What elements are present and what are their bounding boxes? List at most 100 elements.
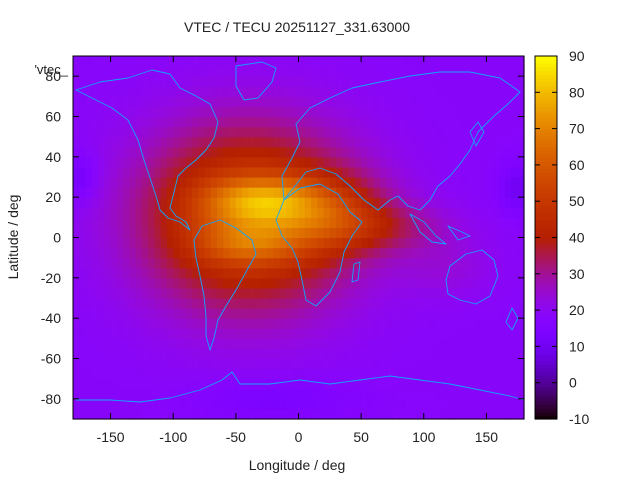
heatmap-cell bbox=[179, 166, 187, 178]
heatmap-cell bbox=[91, 116, 99, 128]
heatmap-cell bbox=[354, 197, 362, 208]
heatmap-cell bbox=[392, 257, 400, 269]
heatmap-cell bbox=[486, 287, 494, 299]
heatmap-cell bbox=[91, 298, 99, 309]
coast-antarctica bbox=[76, 371, 525, 403]
heatmap-cell bbox=[480, 227, 488, 239]
colorbar-swatch bbox=[535, 81, 557, 86]
heatmap-cell bbox=[79, 66, 87, 77]
heatmap-cell bbox=[473, 106, 481, 118]
heatmap-cell bbox=[235, 368, 243, 380]
heatmap-cell bbox=[373, 277, 381, 289]
heatmap-cell bbox=[311, 116, 318, 128]
heatmap-cell bbox=[367, 348, 375, 360]
heatmap-cell bbox=[386, 187, 394, 198]
heatmap-cell bbox=[267, 126, 275, 138]
heatmap-cell bbox=[411, 126, 419, 138]
heatmap-cell bbox=[242, 156, 249, 168]
heatmap-cell bbox=[185, 257, 193, 269]
heatmap-cell bbox=[129, 308, 137, 319]
heatmap-cell bbox=[323, 287, 331, 299]
heatmap-cell bbox=[192, 237, 199, 249]
heatmap-cell bbox=[141, 86, 149, 97]
heatmap-cell bbox=[260, 207, 268, 218]
heatmap-cell bbox=[154, 388, 162, 400]
heatmap-cell bbox=[154, 398, 162, 410]
heatmap-cell bbox=[173, 358, 181, 370]
heatmap-cell bbox=[386, 156, 394, 168]
heatmap-cell bbox=[279, 76, 287, 87]
heatmap-cell bbox=[160, 66, 168, 77]
heatmap-cell bbox=[348, 308, 356, 319]
heatmap-cell bbox=[498, 126, 506, 138]
heatmap-cell bbox=[129, 146, 137, 158]
heatmap-cell bbox=[135, 358, 143, 370]
heatmap-cell bbox=[98, 116, 105, 128]
heatmap-cell bbox=[223, 398, 231, 410]
heatmap-cell bbox=[154, 166, 162, 178]
heatmap-cell bbox=[91, 318, 99, 329]
heatmap-cell bbox=[192, 177, 199, 188]
colorbar-swatch bbox=[535, 371, 557, 377]
heatmap-cell bbox=[448, 237, 456, 249]
heatmap-cell bbox=[279, 398, 287, 410]
heatmap-cell bbox=[304, 378, 312, 390]
heatmap-cell bbox=[404, 96, 412, 108]
heatmap-cell bbox=[386, 227, 394, 239]
heatmap-cell bbox=[398, 86, 406, 97]
heatmap-cell bbox=[354, 66, 362, 77]
heatmap-cell bbox=[154, 76, 162, 87]
heatmap-cell bbox=[154, 187, 162, 198]
heatmap-cell bbox=[367, 267, 375, 279]
heatmap-cell bbox=[273, 116, 281, 128]
heatmap-cell bbox=[173, 76, 181, 87]
heatmap-cell bbox=[210, 146, 218, 158]
heatmap-cell bbox=[467, 166, 475, 178]
heatmap-cell bbox=[298, 388, 306, 400]
heatmap-cell bbox=[185, 408, 193, 420]
heatmap-cell bbox=[273, 96, 281, 108]
heatmap-cell bbox=[404, 398, 412, 410]
heatmap-cell bbox=[148, 56, 156, 67]
heatmap-cell bbox=[498, 56, 506, 67]
heatmap-cell bbox=[473, 358, 481, 370]
colorbar-swatch bbox=[535, 233, 557, 239]
heatmap-cell bbox=[430, 106, 437, 118]
heatmap-cell bbox=[135, 106, 143, 118]
heatmap-cell bbox=[273, 398, 281, 410]
heatmap-cell bbox=[285, 126, 293, 138]
heatmap-cell bbox=[411, 298, 419, 309]
heatmap-cell bbox=[248, 298, 256, 309]
heatmap-cell bbox=[85, 408, 93, 420]
heatmap-cell bbox=[198, 257, 206, 269]
heatmap-cell bbox=[423, 257, 431, 269]
heatmap-cell bbox=[273, 237, 281, 249]
heatmap-cell bbox=[455, 298, 462, 309]
heatmap-cell bbox=[304, 338, 312, 350]
heatmap-cell bbox=[192, 156, 199, 168]
heatmap-cell bbox=[129, 156, 137, 168]
x-axis-ticks: -150 -100 -50 0 50 100 150 bbox=[97, 56, 498, 445]
heatmap-cell bbox=[404, 177, 412, 188]
heatmap-cell bbox=[442, 408, 450, 420]
heatmap-cell bbox=[348, 348, 356, 360]
heatmap-cell bbox=[361, 187, 368, 198]
heatmap-cell bbox=[373, 177, 381, 188]
heatmap-cell bbox=[517, 217, 525, 229]
heatmap-cell bbox=[461, 277, 469, 289]
heatmap-cell bbox=[486, 86, 494, 97]
heatmap-cell bbox=[123, 298, 130, 309]
heatmap-cell bbox=[323, 156, 331, 168]
heatmap-cell bbox=[79, 146, 87, 158]
heatmap-cell bbox=[91, 388, 99, 400]
heatmap-cell bbox=[323, 358, 331, 370]
heatmap-cell bbox=[273, 267, 281, 279]
heatmap-cell bbox=[473, 257, 481, 269]
heatmap-cell bbox=[379, 237, 387, 249]
heatmap-cell bbox=[398, 136, 406, 148]
heatmap-cell bbox=[361, 56, 368, 67]
heatmap-cell bbox=[116, 237, 124, 249]
heatmap-cell bbox=[417, 126, 425, 138]
heatmap-cell bbox=[373, 136, 381, 148]
